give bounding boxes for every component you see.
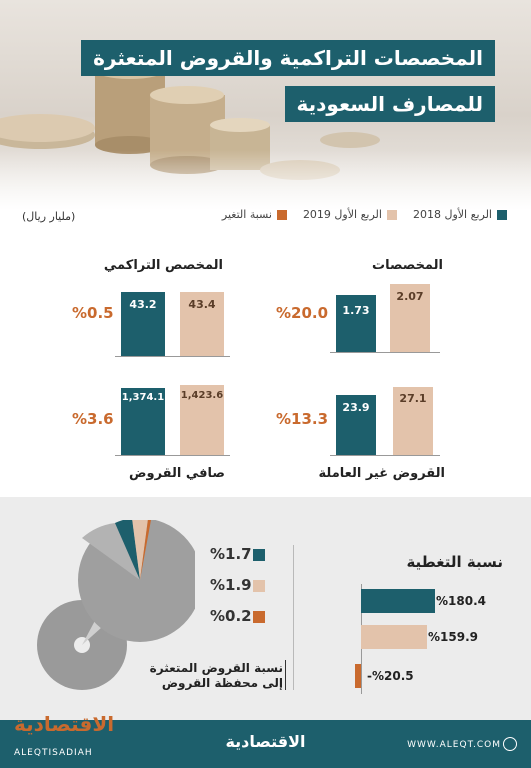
coverage-label-change: -%20.5 [367, 669, 414, 683]
pie-slice-2019 [132, 520, 148, 580]
axis-npl [330, 455, 440, 456]
change-label-cumulative: %0.5 [72, 304, 114, 322]
bar-npl-2018 [336, 395, 376, 455]
bar-provisions-2019 [390, 284, 430, 352]
axis-cumulative [115, 356, 230, 357]
hero-fade [0, 150, 531, 210]
title-line-2: للمصارف السعودية [284, 86, 495, 122]
value-label-provisions-2018: 1.73 [342, 304, 370, 317]
title-line-1: المخصصات التراكمية والقروض المتعثرة [81, 40, 495, 76]
legend-swatch [386, 209, 397, 220]
pie-legend-label-change: %0.2 [210, 607, 252, 625]
pie-caption-line-2: إلى محفظة القروض [161, 676, 283, 690]
value-label-net-loans-2019: 1,423.6 [180, 390, 224, 401]
value-label-cumulative-2019: 43.4 [188, 298, 216, 311]
coverage-bar-2018 [361, 589, 435, 613]
bar-cumulative-2019 [180, 292, 224, 356]
footer-website[interactable]: WWW.ALEQT.COM [407, 740, 501, 750]
axis-provisions [330, 352, 440, 353]
legend-item-change: نسبة التغير [222, 208, 287, 221]
legend-item-q1-2018: الربع الأول 2018 [413, 208, 507, 221]
legend-label: الربع الأول 2018 [412, 208, 492, 221]
legend: الربع الأول 2018 الربع الأول 2019 نسبة ا… [222, 208, 507, 221]
pie-highlight [82, 523, 140, 580]
change-label-npl: %13.3 [276, 410, 329, 428]
change-label-provisions: %20.0 [276, 304, 329, 322]
legend-swatch [276, 209, 287, 220]
chart-title-cumulative-provision: المخصص التراكمي [103, 258, 223, 273]
coverage-bar-change [355, 664, 361, 688]
pie-caption-line-1: نسبة القروض المتعثرة [149, 661, 283, 675]
bar-net-loans-2018 [121, 388, 165, 455]
legend-swatch [497, 209, 507, 220]
bar-provisions-2018 [336, 295, 376, 352]
chart-title-provisions: المخصصات [372, 258, 443, 273]
logo-english: ALEQTISADIAH [14, 748, 93, 758]
change-label-net-loans: %3.6 [72, 410, 114, 428]
value-label-cumulative-2018: 43.2 [129, 298, 157, 311]
pie-legend-label-2019: %1.9 [210, 576, 252, 594]
footer: الاقتصادية WWW.ALEQT.COM [0, 720, 531, 768]
coverage-label-2018: %180.4 [436, 594, 486, 608]
bar-npl-2019 [393, 387, 433, 455]
axis-net-loans [115, 455, 230, 456]
footer-brand: الاقتصادية [225, 732, 306, 751]
value-label-net-loans-2018: 1,374.1 [121, 392, 165, 403]
panel-divider [293, 545, 294, 690]
legend-item-q1-2019: الربع الأول 2019 [303, 208, 397, 221]
legend-label: نسبة التغير [221, 208, 272, 221]
coverage-label-2019: %159.9 [428, 630, 478, 644]
bar-net-loans-2019 [180, 385, 224, 455]
unit-label: (مليار ريال) [22, 210, 76, 223]
pie-slice-change [140, 520, 151, 580]
pie-legend-label-2018: %1.7 [210, 545, 252, 563]
pie-slice-2018 [115, 520, 140, 580]
chart-title-npl: القروض غير العاملة [318, 466, 445, 481]
value-label-provisions-2019: 2.07 [396, 290, 424, 303]
value-label-npl-2018: 23.9 [342, 401, 370, 414]
bar-cumulative-2018 [121, 292, 165, 356]
pie-legend-swatch-2019 [253, 580, 265, 592]
value-label-npl-2019: 27.1 [399, 392, 427, 405]
globe-icon [503, 737, 517, 751]
npl-pie [37, 520, 195, 690]
pie-legend-swatch-change [253, 611, 265, 623]
chart-title-net-loans: صافي القروض [129, 466, 225, 481]
pie-legend-swatch-2018 [253, 549, 265, 561]
logo-arabic: الاقتصادية [14, 712, 115, 736]
legend-label: الربع الأول 2019 [302, 208, 382, 221]
pie-caption-line [285, 660, 286, 690]
chart-title-coverage: نسبة التغطية [406, 553, 503, 571]
coverage-bar-2019 [361, 625, 427, 649]
